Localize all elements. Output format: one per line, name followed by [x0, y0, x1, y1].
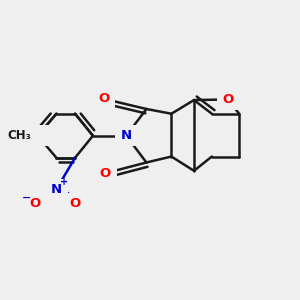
FancyBboxPatch shape	[8, 125, 30, 146]
Text: −: −	[22, 193, 32, 203]
FancyBboxPatch shape	[94, 163, 117, 184]
Text: O: O	[70, 197, 81, 210]
FancyBboxPatch shape	[217, 89, 239, 110]
FancyBboxPatch shape	[23, 193, 46, 214]
Text: O: O	[29, 197, 40, 210]
Text: O: O	[98, 92, 110, 105]
Text: N: N	[121, 129, 132, 142]
Text: O: O	[100, 167, 111, 180]
Text: CH₃: CH₃	[7, 129, 31, 142]
FancyBboxPatch shape	[45, 178, 68, 200]
Text: O: O	[222, 93, 233, 106]
FancyBboxPatch shape	[64, 193, 86, 214]
FancyBboxPatch shape	[26, 125, 49, 146]
FancyBboxPatch shape	[93, 88, 115, 109]
Text: N: N	[51, 183, 62, 196]
Text: +: +	[60, 177, 68, 187]
FancyBboxPatch shape	[115, 125, 137, 146]
